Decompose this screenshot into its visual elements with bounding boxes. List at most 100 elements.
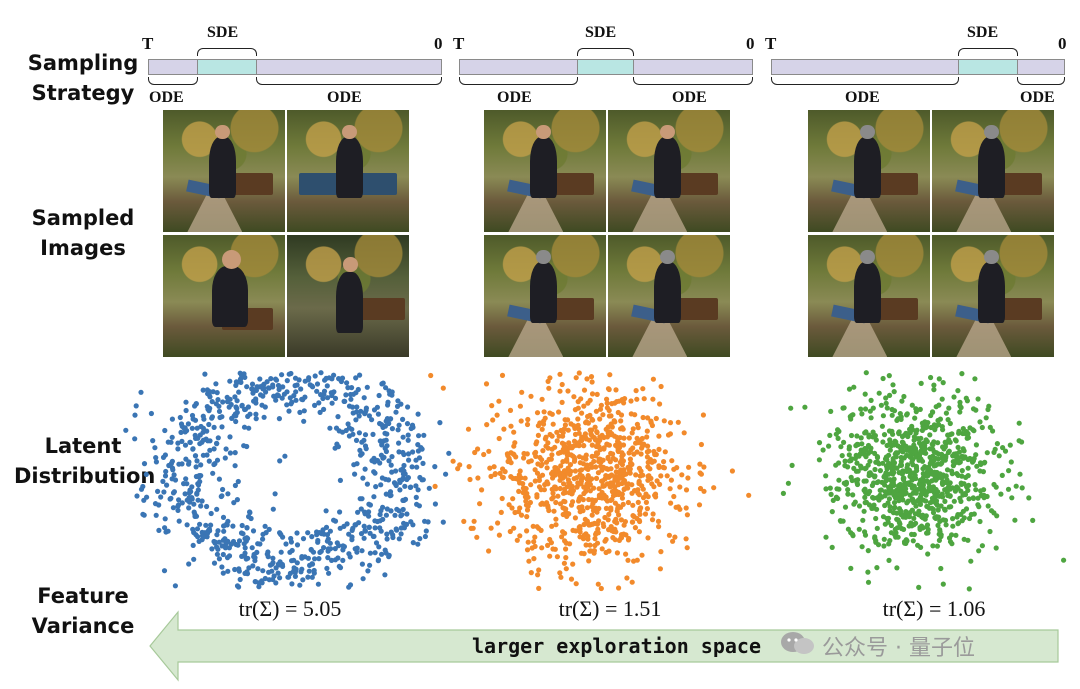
scatter-point xyxy=(584,518,590,524)
scatter-point xyxy=(746,492,752,498)
scatter-point xyxy=(882,472,888,478)
scatter-point xyxy=(921,474,927,480)
scatter-point xyxy=(903,540,909,547)
scatter-point xyxy=(306,375,312,381)
scatter-point xyxy=(921,449,927,456)
scatter-point xyxy=(560,473,566,479)
scatter-point xyxy=(386,458,392,464)
scatter-point xyxy=(916,508,922,514)
scatter-point xyxy=(954,453,960,459)
scatter-point xyxy=(882,489,888,495)
scatter-point xyxy=(186,490,192,496)
scatter-point xyxy=(590,501,596,507)
scatter-point xyxy=(884,405,890,411)
scatter-point xyxy=(888,483,894,489)
scatter-point xyxy=(152,445,158,451)
scatter-point xyxy=(585,465,591,471)
scatter-point xyxy=(906,514,913,520)
scatter-point xyxy=(637,506,643,512)
scatter-point xyxy=(516,472,522,478)
scatter-point xyxy=(912,511,919,517)
scatter-point xyxy=(611,488,617,494)
scatter-point xyxy=(945,492,951,499)
scatter-point xyxy=(875,495,881,501)
scatter-point xyxy=(343,427,349,434)
scatter-point xyxy=(216,476,222,482)
scatter-point xyxy=(560,511,566,518)
scatter-point xyxy=(570,488,577,494)
scatter-point xyxy=(872,466,878,473)
scatter-point xyxy=(868,472,875,478)
scatter-point xyxy=(228,401,234,408)
scatter-point xyxy=(953,451,959,457)
scatter-point xyxy=(865,569,871,575)
scatter-point xyxy=(581,521,587,528)
scatter-point xyxy=(887,508,893,514)
scatter-point xyxy=(523,486,529,492)
scatter-point xyxy=(905,462,911,468)
scatter-point xyxy=(883,475,889,481)
scatter-point xyxy=(919,427,926,433)
scatter-point xyxy=(260,386,266,392)
scatter-point xyxy=(575,416,581,422)
scatter-point xyxy=(309,574,315,580)
scatter-point xyxy=(947,432,953,438)
scatter-point xyxy=(535,572,541,578)
scatter-point xyxy=(876,390,882,396)
scatter-point xyxy=(608,450,614,456)
scatter-point xyxy=(375,557,382,563)
scatter-point xyxy=(657,481,663,487)
scatter-point xyxy=(883,395,889,401)
sampled-image xyxy=(808,235,930,357)
scatter-point xyxy=(612,476,618,482)
scatter-point xyxy=(392,512,398,518)
scatter-point xyxy=(636,480,642,487)
scatter-point xyxy=(415,411,421,417)
scatter-point xyxy=(612,474,618,480)
scatter-point xyxy=(399,466,406,472)
scatter-point xyxy=(360,576,366,582)
scatter-point xyxy=(140,511,146,517)
scatter-point xyxy=(901,475,907,481)
scatter-point xyxy=(394,403,401,409)
scatter-point xyxy=(620,442,627,448)
scatter-point xyxy=(224,522,230,528)
scatter-point xyxy=(542,482,548,488)
scatter-point xyxy=(870,494,876,501)
scatter-point xyxy=(993,484,999,490)
scatter-point xyxy=(970,458,977,464)
scatter-point xyxy=(891,505,898,511)
scatter-point xyxy=(866,432,872,438)
scatter-point xyxy=(353,375,359,381)
scatter-point xyxy=(288,370,294,377)
scatter-point xyxy=(890,382,896,388)
scatter-point xyxy=(561,449,567,455)
scatter-point xyxy=(242,545,248,551)
scatter-point xyxy=(327,425,333,431)
scatter-point xyxy=(886,557,892,564)
scatter-point xyxy=(277,530,283,536)
scatter-point xyxy=(602,476,608,482)
scatter-point xyxy=(827,485,833,491)
scatter-point xyxy=(632,525,639,531)
scatter-point xyxy=(239,522,245,529)
scatter-point xyxy=(615,481,621,487)
scatter-point xyxy=(896,429,902,435)
scatter-point xyxy=(512,440,518,446)
scatter-point xyxy=(917,501,924,507)
scatter-point xyxy=(359,548,365,554)
scatter-point xyxy=(968,558,974,564)
scatter-point xyxy=(195,487,201,493)
scatter-point xyxy=(920,525,926,531)
scatter-point xyxy=(422,518,428,524)
scatter-point xyxy=(627,470,633,476)
scatter-point xyxy=(670,538,676,544)
scatter-point xyxy=(549,496,555,502)
scatter-point xyxy=(350,410,356,416)
scatter-point xyxy=(605,466,611,472)
scatter-point xyxy=(204,452,210,458)
scatter-point xyxy=(604,405,611,411)
scatter-point xyxy=(960,508,967,514)
scatter-point xyxy=(577,534,583,540)
scatter-point xyxy=(416,503,422,509)
